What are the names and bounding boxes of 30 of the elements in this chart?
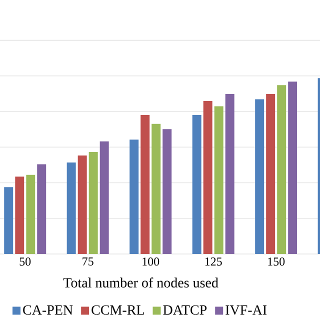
bar bbox=[255, 99, 264, 254]
bar bbox=[100, 141, 109, 254]
bar bbox=[15, 176, 24, 254]
bar bbox=[26, 174, 36, 254]
bar bbox=[203, 100, 212, 254]
bar bbox=[4, 187, 14, 254]
x-axis-title: Total number of nodes used bbox=[63, 278, 218, 288]
legend-label: CA-PEN bbox=[23, 305, 73, 315]
bar bbox=[288, 82, 298, 254]
x-tick-label: 50 bbox=[20, 258, 31, 266]
x-tick-label: 75 bbox=[82, 258, 94, 266]
bar bbox=[37, 164, 46, 254]
legend-label: CCM-RL bbox=[92, 305, 144, 315]
bar bbox=[140, 115, 150, 254]
bar bbox=[225, 94, 234, 254]
bar bbox=[66, 162, 76, 254]
bar bbox=[88, 152, 98, 254]
bar bbox=[266, 94, 276, 254]
bar bbox=[214, 106, 224, 254]
bar bbox=[162, 129, 172, 254]
bar bbox=[152, 124, 161, 254]
bar bbox=[192, 115, 202, 254]
x-tick-label: 150 bbox=[268, 258, 285, 266]
bar bbox=[130, 140, 139, 254]
bar bbox=[277, 85, 286, 254]
legend-label: DATCP bbox=[163, 305, 207, 315]
bar bbox=[78, 156, 87, 254]
x-tick-label: 125 bbox=[205, 258, 222, 266]
x-tick-label: 100 bbox=[142, 258, 160, 266]
legend-label: IVF-AI bbox=[226, 305, 267, 315]
